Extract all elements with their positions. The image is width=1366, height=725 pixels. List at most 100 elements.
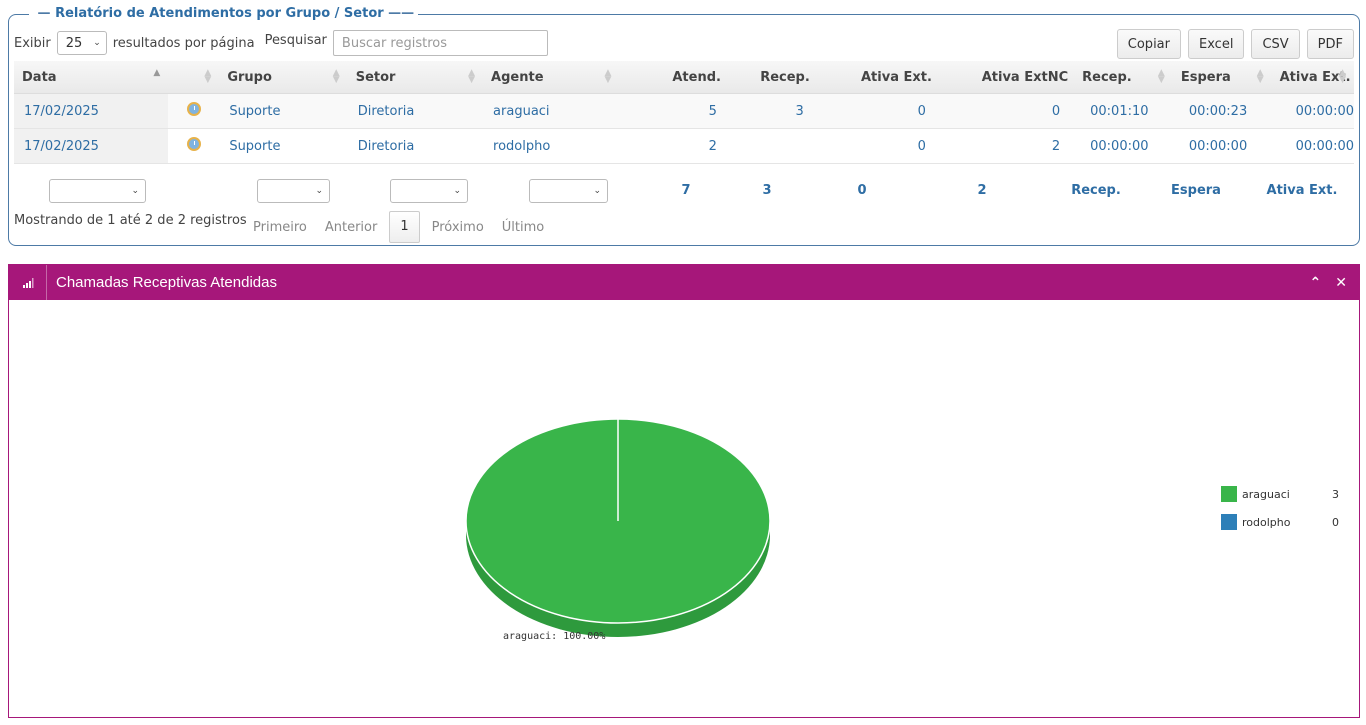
pagination: Primeiro Anterior 1 Próximo Último [244, 211, 553, 243]
widget-header: Chamadas Receptivas Atendidas ⌃ ✕ [9, 265, 1359, 300]
col-t-recep-label: Recep. [1082, 69, 1132, 85]
col-ativa-extnc-label: Ativa ExtNC [981, 69, 1069, 85]
cell-agente: rodolpho [483, 128, 620, 164]
total-t-ativa-ext: Ativa Ext. [1266, 183, 1338, 198]
col-grupo-label: Grupo [227, 69, 272, 85]
legend-swatch [1221, 514, 1237, 530]
copy-button[interactable]: Copiar [1116, 29, 1181, 59]
filter-grupo-select[interactable]: ⌄ [257, 179, 330, 203]
cell-t-recep: 00:00:00 [1074, 128, 1173, 164]
excel-button[interactable]: Excel [1188, 29, 1245, 59]
chevron-down-icon: ⌄ [593, 186, 601, 196]
col-setor-label: Setor [355, 69, 396, 85]
cell-ativa-ext: 0 [817, 93, 940, 129]
col-t-espera-label: Espera [1180, 69, 1231, 85]
col-t-ativa-ext[interactable]: Ativa Ext. ▲ ▼ [1271, 61, 1354, 94]
pdf-button[interactable]: PDF [1306, 29, 1354, 59]
page-size-select[interactable]: 25 ⌄ [56, 31, 107, 55]
legend-item[interactable]: rodolpho 0 [1221, 514, 1339, 530]
search-input[interactable]: Buscar registros [332, 30, 548, 56]
filter-setor-select[interactable]: ⌄ [390, 179, 468, 203]
col-data[interactable]: Data ▲ [14, 61, 169, 94]
cell-t-recep: 00:01:10 [1074, 93, 1173, 129]
filter-agente-select[interactable]: ⌄ [529, 179, 608, 203]
per-page-label: resultados por página [112, 35, 255, 51]
legend-value: 3 [1332, 487, 1339, 501]
pager-current[interactable]: 1 [389, 211, 420, 243]
col-atend-label: Atend. [672, 69, 721, 85]
cell-recep [730, 128, 818, 164]
sort-icon: ▲ ▼ [204, 68, 212, 85]
col-ativa-ext-label: Ativa Ext. [861, 69, 932, 85]
col-t-ativa-ext-label: Ativa Ext. [1279, 69, 1351, 85]
chart-widget: Chamadas Receptivas Atendidas ⌃ ✕ aragua… [8, 264, 1360, 718]
clock-icon[interactable] [186, 102, 201, 116]
total-ativa-extnc: 2 [977, 183, 987, 198]
cell-recep: 3 [730, 93, 818, 129]
pager-prev[interactable]: Anterior [324, 219, 378, 235]
sort-icon: ▲ ▼ [332, 68, 340, 85]
pie-chart: araguaci: 100.00% [465, 418, 771, 642]
col-grupo[interactable]: Grupo ▲ ▼ [219, 61, 348, 94]
cell-t-ativa-ext: 00:00:00 [1271, 93, 1354, 129]
cell-t-espera: 00:00:23 [1172, 93, 1272, 129]
cell-atend: 2 [619, 128, 731, 164]
csv-button[interactable]: CSV [1251, 29, 1300, 59]
col-icon[interactable]: ▲ ▼ [168, 61, 220, 94]
col-atend[interactable]: Atend. [619, 61, 731, 94]
legend-label: rodolpho [1242, 515, 1291, 529]
col-recep[interactable]: Recep. [730, 61, 818, 94]
sort-asc-icon: ▲ [153, 68, 161, 78]
col-recep-label: Recep. [760, 69, 810, 85]
total-t-espera: Espera [1171, 183, 1221, 198]
sort-icon: ▲ ▼ [1157, 68, 1165, 85]
total-t-recep: Recep. [1071, 183, 1121, 198]
search-placeholder: Buscar registros [341, 35, 448, 51]
pager-next[interactable]: Próximo [431, 219, 484, 235]
bar-chart-icon [9, 265, 47, 300]
table-footer: ⌄ ⌄ ⌄ ⌄ 7 3 0 2 Recep. Espera Ativa Ext. [14, 179, 1354, 211]
export-buttons: Copiar Excel CSV PDF [1116, 29, 1354, 59]
search-label: Pesquisar [264, 32, 327, 48]
clock-icon[interactable] [186, 137, 201, 151]
cell-grupo: Suporte [219, 128, 348, 164]
table-row[interactable]: 17/02/2025 Suporte Diretoria rodolpho 2 … [14, 128, 1354, 164]
cell-icon[interactable] [168, 128, 220, 164]
show-label: Exibir [14, 35, 51, 51]
col-t-espera[interactable]: Espera ▲ ▼ [1172, 61, 1272, 94]
chevron-up-icon[interactable]: ⌃ [1309, 274, 1322, 291]
total-recep: 3 [762, 183, 772, 198]
col-ativa-extnc[interactable]: Ativa ExtNC [939, 61, 1075, 94]
sort-icon: ▲ ▼ [1256, 68, 1264, 85]
cell-ativa-extnc: 2 [939, 128, 1075, 164]
cell-setor: Diretoria [347, 128, 484, 164]
close-icon[interactable]: ✕ [1335, 274, 1347, 291]
cell-icon[interactable] [168, 93, 220, 129]
pager-last[interactable]: Último [501, 219, 545, 235]
widget-controls: ⌃ ✕ [1310, 265, 1347, 300]
report-title: — Relatório de Atendimentos por Grupo / … [29, 6, 419, 21]
cell-setor: Diretoria [347, 93, 484, 129]
pager-first[interactable]: Primeiro [253, 219, 307, 235]
col-setor[interactable]: Setor ▲ ▼ [347, 61, 484, 94]
sort-icon: ▲ ▼ [468, 68, 476, 85]
col-t-recep[interactable]: Recep. ▲ ▼ [1074, 61, 1173, 94]
chevron-down-icon: ⌄ [453, 186, 461, 196]
report-title-text: Relatório de Atendimentos por Grupo / Se… [55, 6, 384, 21]
cell-ativa-extnc: 0 [939, 93, 1075, 129]
legend-item[interactable]: araguaci 3 [1221, 486, 1339, 502]
col-agente[interactable]: Agente ▲ ▼ [483, 61, 620, 94]
cell-data: 17/02/2025 [14, 93, 169, 129]
cell-agente: araguaci [483, 93, 620, 129]
filter-data-select[interactable]: ⌄ [49, 179, 146, 203]
legend-swatch [1221, 486, 1237, 502]
chevron-down-icon: ⌄ [93, 38, 101, 48]
records-info: Mostrando de 1 até 2 de 2 registros [14, 213, 247, 228]
table-row[interactable]: 17/02/2025 Suporte Diretoria araguaci 5 … [14, 93, 1354, 129]
total-ativa-ext: 0 [857, 183, 867, 198]
col-ativa-ext[interactable]: Ativa Ext. [817, 61, 940, 94]
chevron-down-icon: ⌄ [315, 186, 323, 196]
sort-icon: ▲ ▼ [604, 68, 612, 85]
report-panel: — Relatório de Atendimentos por Grupo / … [8, 6, 1360, 246]
report-table: Data ▲ ▲ ▼ Grupo ▲ ▼ Setor ▲ ▼ Agente ▲ ▼ Atend.… [14, 61, 1354, 164]
